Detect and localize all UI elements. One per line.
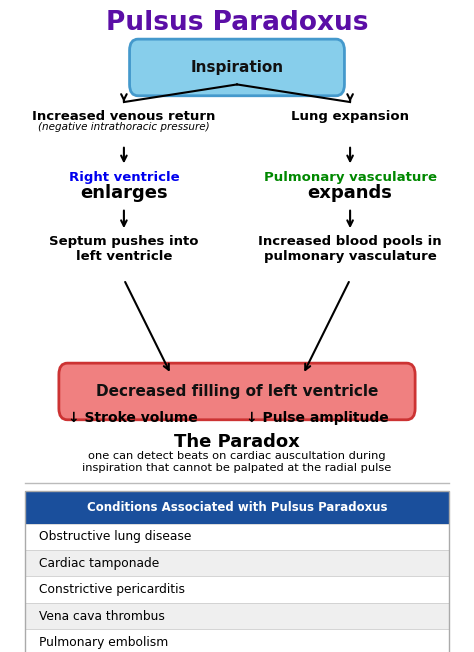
Text: Decreased filling of left ventricle: Decreased filling of left ventricle	[96, 384, 378, 399]
FancyBboxPatch shape	[25, 524, 449, 550]
Text: enlarges: enlarges	[80, 184, 168, 202]
FancyBboxPatch shape	[25, 576, 449, 603]
Text: Pulsus Paradoxus: Pulsus Paradoxus	[106, 10, 368, 37]
FancyBboxPatch shape	[25, 603, 449, 629]
Text: Constrictive pericarditis: Constrictive pericarditis	[39, 583, 185, 596]
Text: (negative intrathoracic pressure): (negative intrathoracic pressure)	[38, 122, 210, 132]
FancyBboxPatch shape	[25, 629, 449, 652]
Text: Pulmonary embolism: Pulmonary embolism	[39, 636, 168, 649]
FancyBboxPatch shape	[25, 550, 449, 576]
Text: ↓ Pulse amplitude: ↓ Pulse amplitude	[246, 411, 389, 425]
Bar	[25, 491, 449, 652]
Text: Lung expansion: Lung expansion	[291, 110, 409, 123]
Text: Right ventricle: Right ventricle	[69, 171, 179, 185]
Text: one can detect beats on cardiac auscultation during
inspiration that cannot be p: one can detect beats on cardiac ausculta…	[82, 451, 392, 473]
FancyBboxPatch shape	[59, 363, 415, 420]
Text: Increased blood pools in
pulmonary vasculature: Increased blood pools in pulmonary vascu…	[258, 235, 442, 263]
FancyBboxPatch shape	[25, 491, 449, 524]
Text: The Paradox: The Paradox	[174, 433, 300, 451]
Text: Increased venous return: Increased venous return	[32, 110, 216, 123]
Text: Vena cava thrombus: Vena cava thrombus	[39, 610, 165, 623]
Text: Obstructive lung disease: Obstructive lung disease	[39, 530, 191, 543]
Text: expands: expands	[308, 184, 392, 202]
Text: Septum pushes into
left ventricle: Septum pushes into left ventricle	[49, 235, 199, 263]
Text: Inspiration: Inspiration	[191, 60, 283, 75]
FancyBboxPatch shape	[129, 39, 345, 96]
Text: Pulmonary vasculature: Pulmonary vasculature	[264, 171, 437, 185]
Text: Conditions Associated with Pulsus Paradoxus: Conditions Associated with Pulsus Parado…	[87, 501, 387, 514]
Text: Cardiac tamponade: Cardiac tamponade	[39, 557, 159, 570]
Text: ↓ Stroke volume: ↓ Stroke volume	[68, 411, 198, 425]
